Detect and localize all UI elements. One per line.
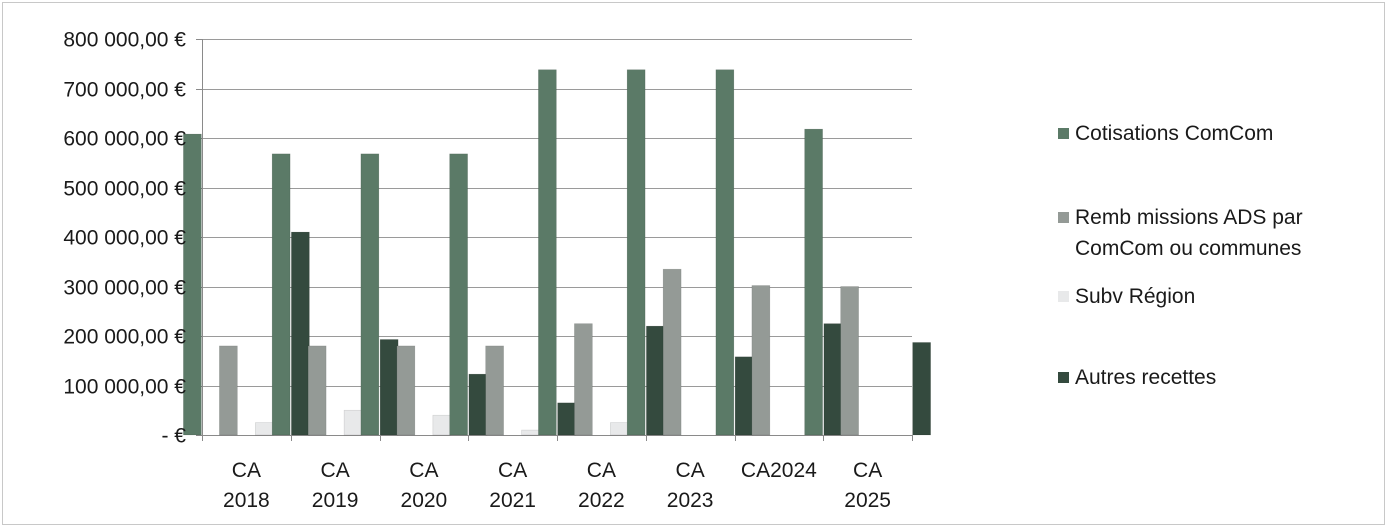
x-tick-label: 2019	[312, 489, 359, 512]
legend-swatch	[1058, 372, 1069, 383]
bar	[183, 133, 202, 436]
x-tick-label: CA	[587, 459, 616, 482]
x-tick-label: CA	[676, 459, 705, 482]
bar	[610, 422, 629, 436]
bar	[255, 422, 274, 436]
bar	[912, 342, 931, 436]
legend-label: Cotisations ComCom	[1075, 122, 1274, 145]
bar	[485, 345, 504, 436]
legend-item-remb-missions: Remb missions ADS par ComCom ou communes	[1058, 202, 1348, 264]
y-tick-label: 100 000,00 €	[63, 376, 186, 399]
bar	[449, 153, 468, 436]
grid-lines	[196, 39, 912, 436]
bar	[823, 323, 843, 436]
bar	[468, 373, 488, 436]
x-tick-label: 2020	[401, 489, 448, 512]
x-tick-label: CA	[321, 459, 350, 482]
bar	[715, 69, 735, 436]
bar	[734, 356, 754, 436]
bar	[271, 153, 291, 436]
bar	[557, 402, 576, 436]
legend-item-cotisations: Cotisations ComCom	[1058, 118, 1273, 149]
x-tick-label: CA	[409, 459, 438, 482]
y-tick-label: 700 000,00 €	[63, 79, 186, 102]
x-tick-label: 2023	[667, 489, 714, 512]
x-tick-label: 2018	[223, 489, 270, 512]
y-tick-label: 400 000,00 €	[63, 227, 186, 250]
y-tick-label: 600 000,00 €	[63, 128, 186, 151]
x-axis-tick-labels: CA2018CA2019CA2020CA2021CA2022CA2023CA20…	[223, 459, 891, 512]
x-tick-label: 2022	[578, 489, 625, 512]
bar	[840, 286, 859, 436]
x-tick-label: CA	[498, 459, 527, 482]
x-tick-label: 2021	[489, 489, 536, 512]
legend-label: Remb missions ADS par ComCom ou communes	[1075, 206, 1303, 260]
legend-swatch	[1058, 128, 1069, 139]
legend-label: Subv Région	[1075, 285, 1196, 308]
legend-item-autres-recettes: Autres recettes	[1058, 362, 1216, 393]
y-tick-label: 500 000,00 €	[63, 178, 186, 201]
bar	[360, 153, 380, 436]
legend-label: Autres recettes	[1075, 366, 1217, 389]
legend-item-subv-region: Subv Région	[1058, 281, 1195, 312]
legend: Cotisations ComCom Remb missions ADS par…	[1058, 0, 1378, 529]
bar	[804, 128, 823, 436]
bar	[751, 285, 771, 436]
x-tick-label: CA	[853, 459, 882, 482]
x-tick-label: 2025	[844, 489, 891, 512]
axes	[202, 39, 913, 441]
x-tick-label: CA	[232, 459, 261, 482]
bar	[538, 69, 557, 436]
bar	[343, 409, 363, 436]
y-tick-label: 800 000,00 €	[63, 29, 186, 52]
bar	[626, 69, 646, 436]
y-tick-label: 300 000,00 €	[63, 277, 186, 300]
legend-swatch	[1058, 291, 1069, 302]
y-tick-label: - €	[161, 425, 186, 448]
bar	[396, 345, 416, 436]
bar	[379, 339, 399, 436]
bar	[662, 268, 682, 436]
bar	[574, 323, 593, 436]
y-axis-tick-labels: - € 100 000,00 € 200 000,00 € 300 000,00 € 4…	[63, 29, 186, 448]
legend-swatch	[1058, 212, 1069, 223]
bar	[219, 345, 238, 436]
bar	[291, 231, 310, 436]
bar	[646, 325, 665, 436]
bars	[183, 69, 931, 436]
x-tick-label: CA2024	[741, 459, 817, 482]
bar	[307, 345, 327, 436]
bar	[521, 429, 540, 436]
bar	[432, 414, 452, 436]
y-tick-label: 200 000,00 €	[63, 326, 186, 349]
